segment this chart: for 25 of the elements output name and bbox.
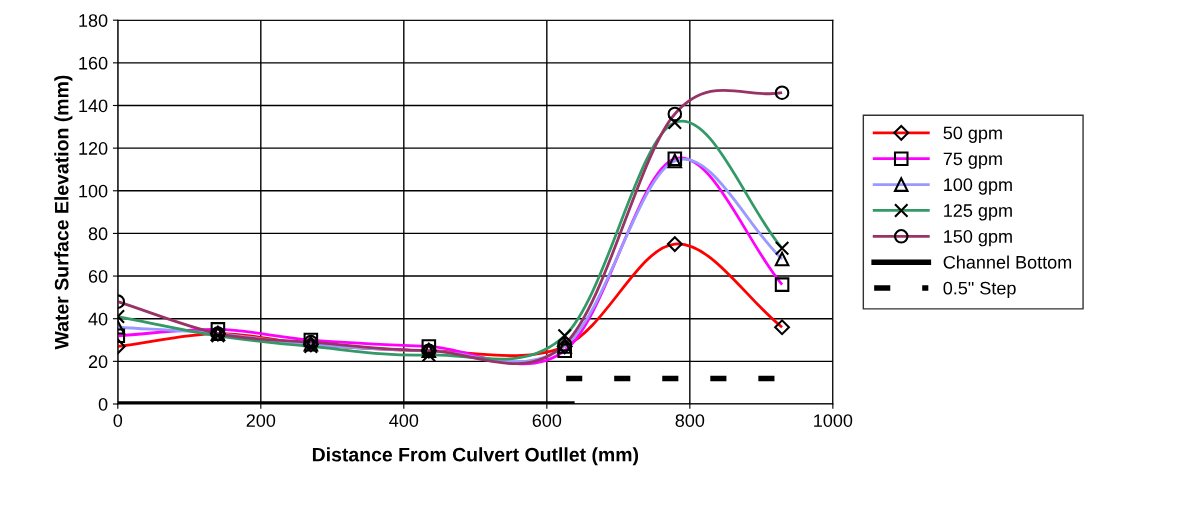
legend-label: 75 gpm — [943, 152, 1002, 169]
y-tick-label: 80 — [88, 227, 108, 241]
y-tick-label: 0 — [98, 397, 108, 411]
x-tick-label: 400 — [389, 414, 419, 427]
x-tick-label: 600 — [532, 414, 562, 427]
legend-label: Channel Bottom — [943, 255, 1072, 269]
x-tick-label: 200 — [246, 414, 276, 427]
x-axis-title: Distance From Culvert Outllet (mm) — [312, 447, 639, 466]
x-tick-label: 1000 — [814, 414, 853, 427]
legend-label: 150 gpm — [944, 230, 1012, 247]
y-tick-label: 60 — [88, 270, 108, 283]
y-tick-label: 100 — [79, 184, 108, 198]
y-tick-label: 180 — [79, 14, 108, 27]
legend-label: 50 gpm — [943, 126, 1002, 143]
y-axis-title: Water Surface Elevation (mm) — [54, 75, 73, 350]
y-tick-label: 160 — [79, 56, 108, 70]
legend-label: 100 gpm — [944, 178, 1012, 195]
legend-label: 125 gpm — [944, 204, 1012, 221]
x-tick-label: 800 — [675, 414, 705, 427]
y-tick-label: 140 — [79, 99, 108, 113]
x-tick-label: 0 — [113, 414, 123, 427]
y-tick-label: 20 — [88, 355, 108, 369]
y-tick-label: 120 — [79, 142, 108, 155]
y-tick-label: 40 — [88, 312, 108, 326]
legend-label: 0.5" Step — [943, 281, 1016, 299]
